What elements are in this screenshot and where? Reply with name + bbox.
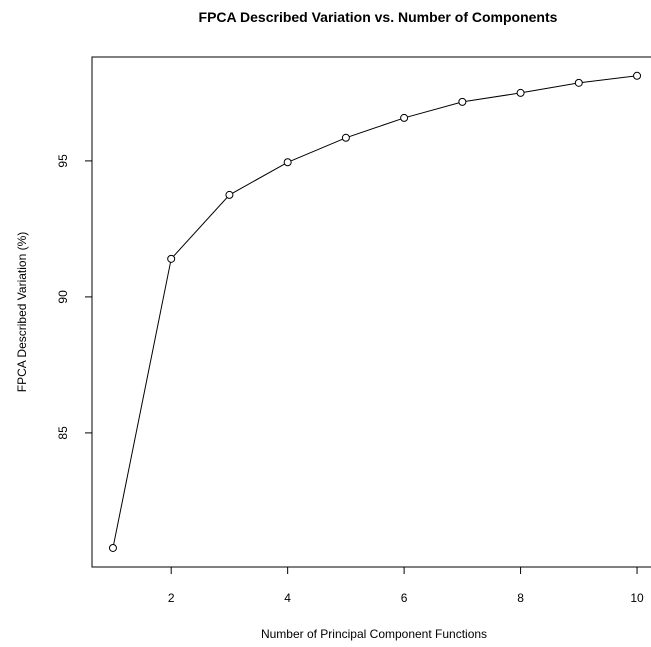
data-point bbox=[225, 190, 234, 199]
chart-title: FPCA Described Variation vs. Number of C… bbox=[199, 9, 558, 25]
data-point bbox=[633, 71, 642, 80]
series-line bbox=[112, 75, 638, 549]
plot-frame bbox=[91, 56, 651, 568]
y-tick-label: 95 bbox=[56, 154, 70, 168]
data-point bbox=[574, 78, 583, 87]
data-point bbox=[283, 158, 292, 167]
data-point bbox=[167, 254, 176, 263]
data-point bbox=[108, 543, 117, 552]
x-tick-label: 8 bbox=[517, 591, 524, 605]
y-axis-label: FPCA Described Variation (%) bbox=[15, 232, 29, 393]
y-tick-label: 90 bbox=[56, 290, 70, 304]
y-tick-label: 85 bbox=[56, 426, 70, 440]
data-point bbox=[341, 133, 350, 142]
x-tick-label: 2 bbox=[168, 591, 175, 605]
x-axis-label: Number of Principal Component Functions bbox=[261, 627, 487, 641]
data-point bbox=[458, 97, 467, 106]
x-tick-label: 6 bbox=[401, 591, 408, 605]
data-point bbox=[400, 113, 409, 122]
data-point bbox=[516, 88, 525, 97]
x-tick-label: 10 bbox=[630, 591, 644, 605]
x-tick-label: 4 bbox=[284, 591, 291, 605]
